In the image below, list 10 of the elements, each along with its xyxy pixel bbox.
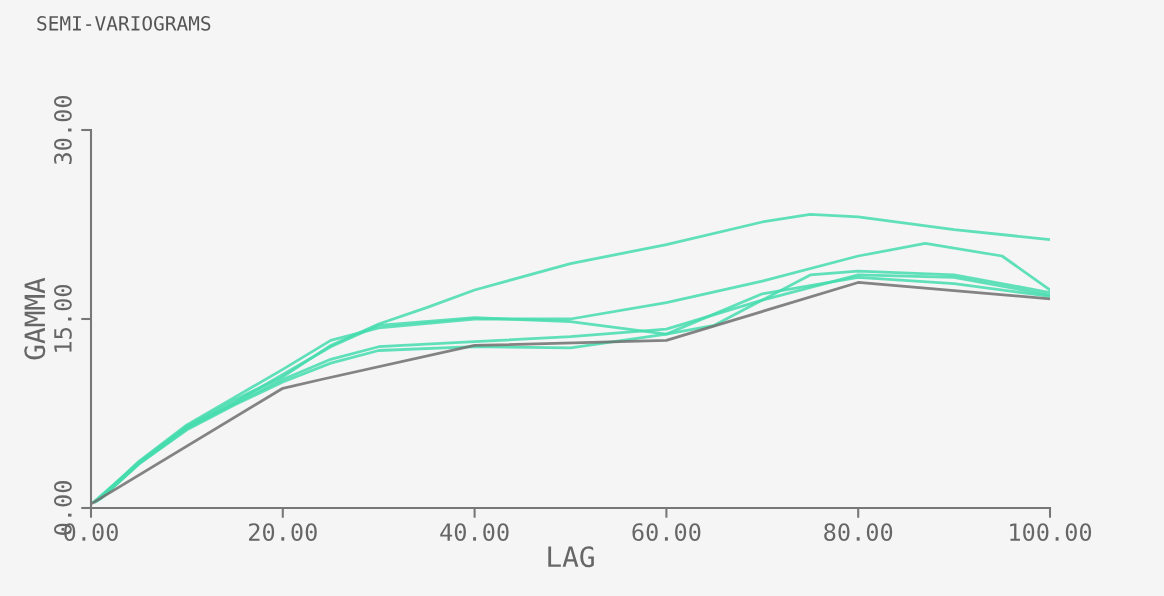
y-tick-label: 30.00: [53, 95, 72, 164]
y-tick-label: 15.00: [53, 284, 72, 352]
y-axis-title: GAMMA: [24, 277, 46, 360]
x-tick-label: 60.00: [632, 523, 701, 541]
x-tick-label: 100.00: [1010, 523, 1092, 541]
x-tick-label: 40.00: [440, 523, 509, 541]
x-axis-title: LAG: [548, 546, 594, 568]
x-tick-label: 80.00: [824, 523, 893, 541]
chart-title: SEMI-VARIOGRAMS: [37, 15, 211, 31]
x-tick-label: 20.00: [249, 523, 317, 541]
